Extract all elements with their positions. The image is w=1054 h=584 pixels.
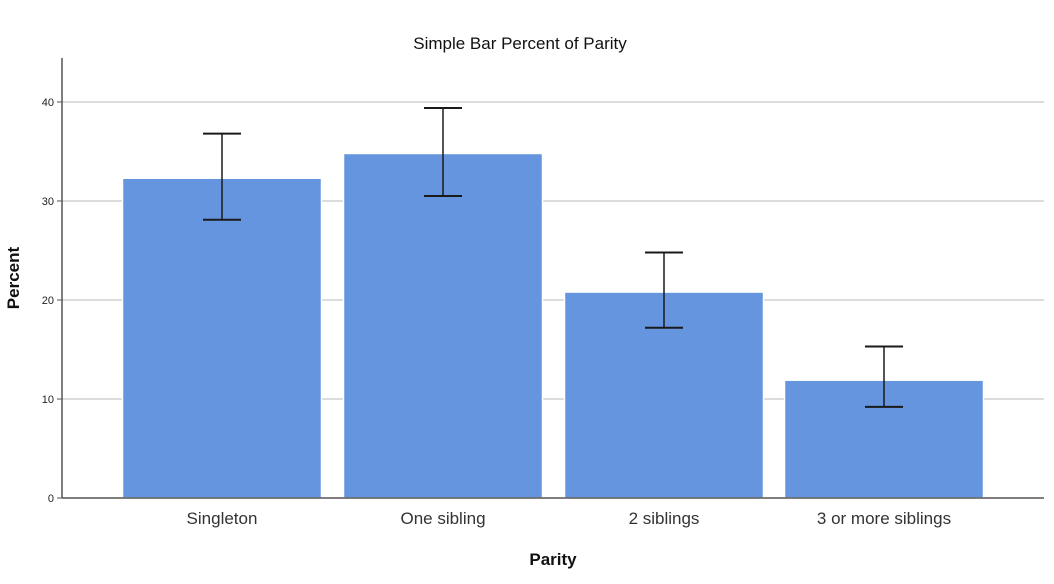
- x-tick-label: Singleton: [187, 509, 258, 528]
- chart-title: Simple Bar Percent of Parity: [413, 34, 627, 53]
- y-tick-label: 0: [48, 493, 54, 505]
- y-tick-label: 20: [42, 295, 54, 307]
- y-axis-title: Percent: [4, 246, 23, 309]
- axes: [57, 58, 1044, 499]
- x-tick-labels: Singleton One sibling 2 siblings 3 or more …: [187, 509, 952, 528]
- x-tick-label: One sibling: [400, 509, 485, 528]
- y-tick-labels: 0 10 20 30 40: [42, 97, 54, 505]
- bars: [121, 152, 985, 499]
- bar-1: [121, 177, 323, 499]
- bar-2: [342, 152, 544, 499]
- x-axis-title: Parity: [529, 550, 577, 569]
- y-tick-label: 30: [42, 196, 54, 208]
- x-tick-label: 3 or more siblings: [817, 509, 951, 528]
- y-tick-label: 40: [42, 97, 54, 109]
- error-bars: [203, 106, 903, 408]
- x-tick-label: 2 siblings: [629, 509, 700, 528]
- y-tick-label: 10: [42, 394, 54, 406]
